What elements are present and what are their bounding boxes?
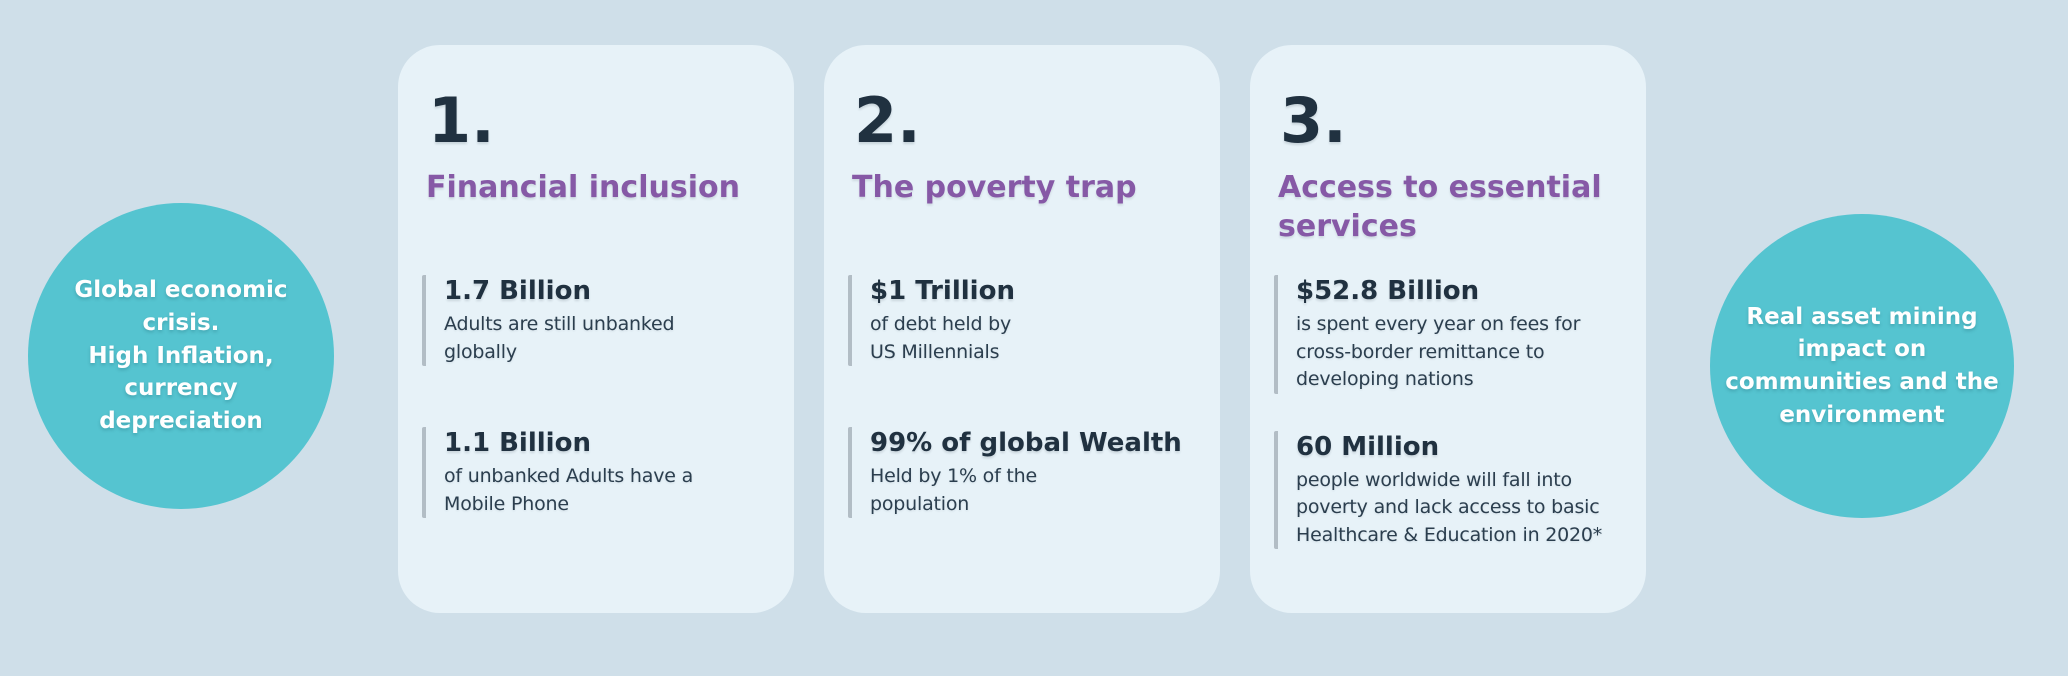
card-stats: $1 Trillion of debt held by US Millennia…: [848, 275, 1202, 519]
context-circle-left-text: Global economic crisis. High Inflation, …: [74, 277, 288, 434]
card-number: 3.: [1280, 84, 1347, 157]
stat-description: Adults are still unbanked globally: [444, 313, 675, 363]
card-number: 1.: [428, 84, 495, 157]
card-number: 2.: [854, 84, 921, 157]
card-title: Financial inclusion: [426, 170, 740, 206]
context-circle-left: Global economic crisis. High Inflation, …: [28, 203, 334, 509]
stat-value: 1.1 Billion: [444, 428, 591, 459]
stat-block: 1.7 Billion Adults are still unbanked gl…: [422, 275, 776, 367]
card-title: Access to essential services: [1278, 170, 1602, 245]
card-poverty-trap: 2. The poverty trap $1 Trillion of debt …: [824, 45, 1220, 613]
stat-block: $1 Trillion of debt held by US Millennia…: [848, 275, 1202, 367]
stat-description: of unbanked Adults have a Mobile Phone: [444, 464, 694, 515]
stat-description: of debt held by US Millennials: [870, 313, 1012, 363]
cards-row: 1. Financial inclusion 1.7 Billion Adult…: [398, 45, 1646, 613]
stat-block: $52.8 Billion is spent every year on fee…: [1274, 275, 1628, 394]
card-access-essential-services: 3. Access to essential services $52.8 Bi…: [1250, 45, 1646, 613]
stat-value: 60 Million: [1296, 431, 1440, 462]
stat-value: 99% of global Wealth: [870, 428, 1182, 459]
card-stats: 1.7 Billion Adults are still unbanked gl…: [422, 275, 776, 519]
card-financial-inclusion: 1. Financial inclusion 1.7 Billion Adult…: [398, 45, 794, 613]
stat-block: 99% of global Wealth Held by 1% of the p…: [848, 427, 1202, 519]
stat-description: people worldwide will fall into poverty …: [1296, 468, 1603, 546]
stat-description: is spent every year on fees for cross-bo…: [1296, 313, 1581, 391]
stat-value: 1.7 Billion: [444, 276, 591, 307]
stat-value: $52.8 Billion: [1296, 276, 1480, 307]
card-stats: $52.8 Billion is spent every year on fee…: [1274, 275, 1628, 550]
stat-description: Held by 1% of the population: [870, 464, 1038, 515]
card-title: The poverty trap: [852, 170, 1137, 206]
context-circle-right: Real asset mining impact on communities …: [1710, 214, 2014, 518]
stat-value: $1 Trillion: [870, 276, 1015, 307]
stat-block: 1.1 Billion of unbanked Adults have a Mo…: [422, 427, 776, 519]
stat-block: 60 Million people worldwide will fall in…: [1274, 430, 1628, 550]
context-circle-right-text: Real asset mining impact on communities …: [1725, 303, 1999, 428]
